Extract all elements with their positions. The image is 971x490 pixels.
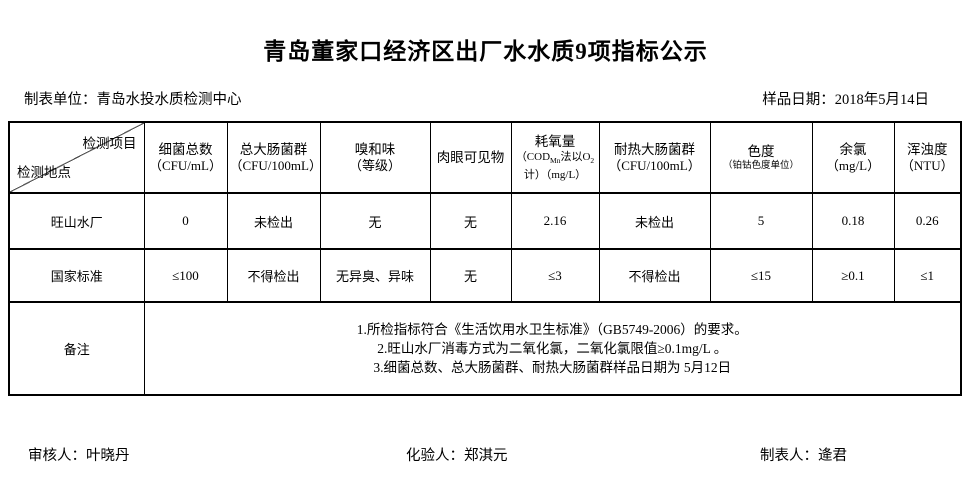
cell-value: 0 <box>143 192 228 250</box>
sample-date-label: 样品日期：2018年5月14日 <box>762 92 929 108</box>
notes-row: 备注 1.所检指标符合《生活饮用水卫生标准》（GB5749-2006）的要求。 … <box>8 301 962 396</box>
header-total-coliform: 总大肠菌群 （CFU/100mL） <box>226 121 321 194</box>
water-quality-table: 检测项目 检测地点 细菌总数 （CFU/mL） 总大肠菌群 （CFU/100mL… <box>8 121 962 396</box>
cell-value: 不得检出 <box>598 248 711 303</box>
header-bacteria-count: 细菌总数 （CFU/mL） <box>143 121 228 194</box>
maker-unit-label: 制表单位：青岛水投水质检测中心 <box>24 92 242 108</box>
cell-value: 5 <box>709 192 813 250</box>
corner-label-item: 检测项目 <box>82 136 137 151</box>
cell-value: ≤1 <box>893 248 962 303</box>
header-turbidity: 浑浊度 （NTU） <box>893 121 962 194</box>
tester-label: 化验人：郑淇元 <box>406 448 508 464</box>
note-line-3: 3.细菌总数、总大肠菌群、耐热大肠菌群样品日期为 5月12日 <box>373 360 732 375</box>
cell-value: ≤15 <box>709 248 813 303</box>
corner-cell-diagonal: 检测项目 检测地点 <box>8 121 145 194</box>
table-row-wangshan: 旺山水厂 0 未检出 无 无 2.16 未检出 5 0.18 0.26 <box>8 192 962 250</box>
cell-value: ≤100 <box>143 248 228 303</box>
preparer-label: 制表人：逄君 <box>760 448 847 464</box>
cell-value: 不得检出 <box>226 248 321 303</box>
cell-value: 无 <box>319 192 431 250</box>
cell-value: 无异臭、异味 <box>319 248 431 303</box>
table-row-national-standard: 国家标准 ≤100 不得检出 无异臭、异味 无 ≤3 不得检出 ≤15 ≥0.1… <box>8 248 962 303</box>
cell-value: ≤3 <box>510 248 600 303</box>
row-label: 旺山水厂 <box>8 192 145 250</box>
note-line-2: 2.旺山水厂消毒方式为二氧化氯，二氧化氯限值≥0.1mg/L 。 <box>377 341 728 356</box>
cell-value: 无 <box>429 248 512 303</box>
header-cod: 耗氧量 （CODMn法以O2计）（mg/L） <box>510 121 600 194</box>
header-chroma: 色度 （铂钴色度单位） <box>709 121 813 194</box>
cell-value: 2.16 <box>510 192 600 250</box>
auditor-label: 审核人：叶晓丹 <box>28 448 130 464</box>
cell-value: 未检出 <box>598 192 711 250</box>
page-title: 青岛董家口经济区出厂水水质9项指标公示 <box>263 39 708 64</box>
cell-value: 0.26 <box>893 192 962 250</box>
cell-value: ≥0.1 <box>811 248 895 303</box>
notes-content: 1.所检指标符合《生活饮用水卫生标准》（GB5749-2006）的要求。 2.旺… <box>143 301 962 396</box>
header-thermotolerant-coliform: 耐热大肠菌群 （CFU/100mL） <box>598 121 711 194</box>
corner-label-site: 检测地点 <box>17 165 71 180</box>
header-visible-matter: 肉眼可见物 <box>429 121 512 194</box>
header-row: 检测项目 检测地点 细菌总数 （CFU/mL） 总大肠菌群 （CFU/100mL… <box>8 121 962 194</box>
cell-value: 无 <box>429 192 512 250</box>
cell-value: 0.18 <box>811 192 895 250</box>
header-odor-taste: 嗅和味 （等级） <box>319 121 431 194</box>
header-residual-chlorine: 余氯 （mg/L） <box>811 121 895 194</box>
notes-label: 备注 <box>8 301 145 396</box>
row-label: 国家标准 <box>8 248 145 303</box>
cell-value: 未检出 <box>226 192 321 250</box>
meta-row: 制表单位：青岛水投水质检测中心 样品日期：2018年5月14日 <box>24 88 929 109</box>
note-line-1: 1.所检指标符合《生活饮用水卫生标准》（GB5749-2006）的要求。 <box>356 322 748 337</box>
